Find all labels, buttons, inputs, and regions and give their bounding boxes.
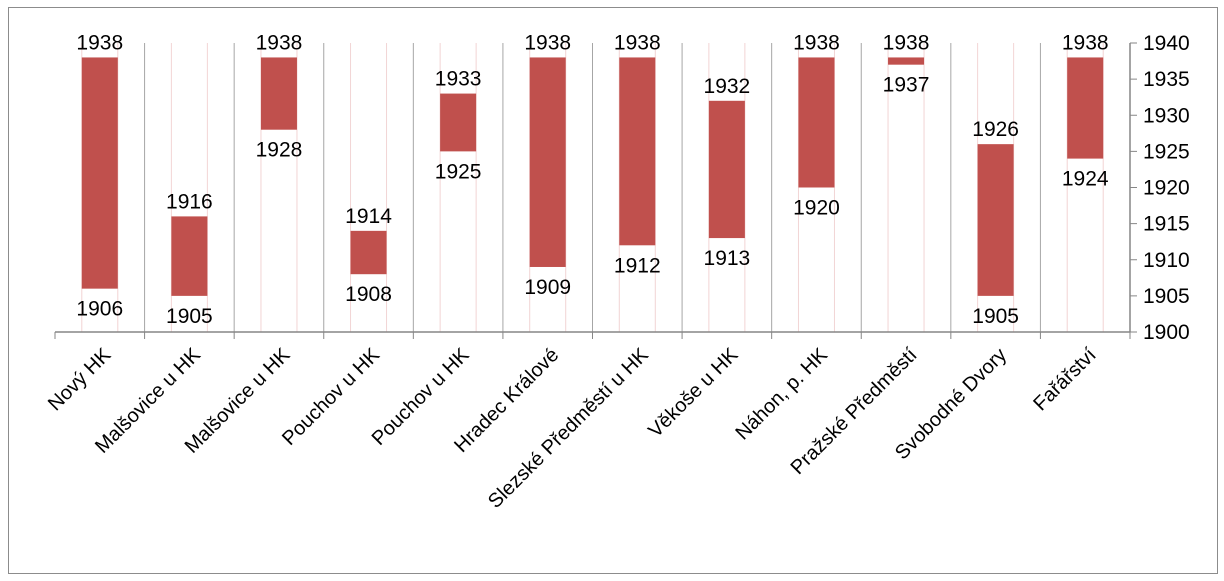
y-tick-label: 1905 [1143, 285, 1190, 308]
bar-end-label: 1938 [1062, 31, 1109, 54]
bar-end-label: 1938 [524, 31, 571, 54]
bar-end-label: 1932 [704, 75, 751, 98]
bar-start-label: 1906 [76, 298, 123, 321]
y-tick-label: 1920 [1143, 177, 1190, 200]
range-bar [798, 57, 835, 188]
range-bar [171, 216, 208, 296]
bar-end-label: 1916 [166, 190, 213, 213]
bar-start-label: 1909 [524, 276, 571, 299]
bar-start-label: 1913 [704, 247, 751, 270]
range-bar [440, 93, 477, 152]
range-bar [260, 57, 297, 130]
range-bar [888, 57, 925, 65]
range-bar [1067, 57, 1104, 159]
category-label: Slezské Předměstí u HK [484, 344, 653, 513]
bar-start-label: 1912 [614, 254, 661, 277]
category-label: Náhon, p. HK [732, 344, 833, 445]
range-bar [708, 100, 745, 239]
y-tick-label: 1930 [1143, 104, 1190, 127]
chart-frame [8, 7, 1218, 574]
y-tick-label: 1935 [1143, 68, 1190, 91]
bar-start-label: 1908 [345, 283, 392, 306]
y-tick-label: 1925 [1143, 140, 1190, 163]
range-bar [529, 57, 566, 267]
bar-end-label: 1938 [256, 31, 303, 54]
bar-end-label: 1938 [793, 31, 840, 54]
y-tick-label: 1915 [1143, 213, 1190, 236]
bar-start-label: 1937 [883, 74, 930, 97]
bar-start-label: 1920 [793, 197, 840, 220]
range-bar [977, 144, 1014, 296]
bar-start-label: 1905 [166, 305, 213, 328]
category-label: Věkoše u HK [644, 344, 743, 443]
range-bar [619, 57, 656, 246]
bar-end-label: 1926 [972, 118, 1019, 141]
range-bar [350, 230, 387, 275]
bar-start-label: 1928 [256, 139, 303, 162]
bar-start-label: 1924 [1062, 168, 1109, 191]
y-tick-label: 1900 [1143, 321, 1190, 344]
bar-end-label: 1938 [883, 31, 930, 54]
bar-start-label: 1905 [972, 305, 1019, 328]
y-tick-label: 1910 [1143, 249, 1190, 272]
category-label: Fařářství [1029, 344, 1101, 416]
category-label: Nový HK [44, 344, 116, 416]
bar-end-label: 1933 [435, 68, 482, 91]
y-tick-label: 1940 [1143, 32, 1190, 55]
range-bar [81, 57, 118, 289]
bar-end-label: 1914 [345, 205, 392, 228]
bar-start-label: 1925 [435, 160, 482, 183]
bar-end-label: 1938 [614, 31, 661, 54]
bar-end-label: 1938 [76, 31, 123, 54]
